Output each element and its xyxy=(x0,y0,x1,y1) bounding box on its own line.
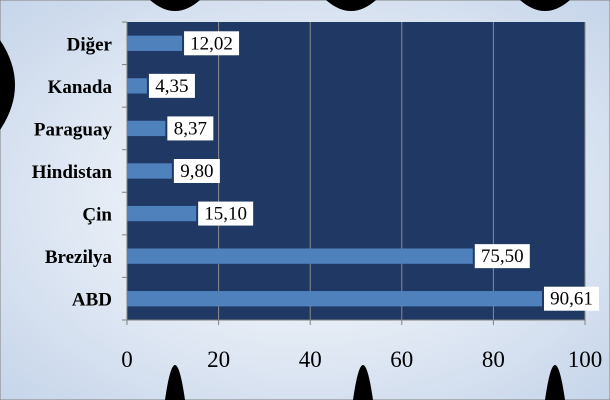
data-label: 9,80 xyxy=(180,161,213,182)
bar xyxy=(127,163,172,179)
bar xyxy=(127,78,147,94)
bar-series: 12,02 Diğer 4,35 Kanada 8,37 Paraguay 9,80 Hind… xyxy=(32,31,599,311)
x-tick-label: 100 xyxy=(568,347,603,372)
decor-shape xyxy=(326,0,376,11)
x-tick-label: 0 xyxy=(121,347,133,372)
data-label: 75,50 xyxy=(481,246,524,267)
decor-shape xyxy=(0,40,15,130)
category-label: Çin xyxy=(82,205,112,226)
decor-shape xyxy=(545,365,565,400)
category-label: Hindistan xyxy=(32,162,113,183)
category-label: Kanada xyxy=(48,77,113,98)
data-label-box xyxy=(173,159,220,183)
data-label-box xyxy=(148,73,195,98)
data-label-box xyxy=(198,201,254,226)
bar xyxy=(127,205,197,222)
data-label: 4,35 xyxy=(155,76,188,97)
category-label: ABD xyxy=(72,290,112,311)
data-label: 12,02 xyxy=(190,33,233,54)
data-label-box xyxy=(474,244,530,269)
x-tick-label: 60 xyxy=(390,347,413,372)
data-label-box xyxy=(167,116,214,141)
decor-shape xyxy=(520,0,570,11)
data-label-box xyxy=(184,31,240,56)
bar xyxy=(127,248,473,264)
decor-shape xyxy=(165,365,185,400)
data-label: 15,10 xyxy=(204,204,247,225)
x-tick-label: 80 xyxy=(482,347,505,372)
decor-shape xyxy=(353,365,373,400)
category-label: Diğer xyxy=(67,34,113,55)
data-label: 8,37 xyxy=(174,118,207,139)
data-label-box xyxy=(543,286,599,311)
bar xyxy=(127,291,542,307)
axes: 0 20 40 60 80 100 xyxy=(121,21,603,372)
bar xyxy=(127,35,183,51)
x-tick-label: 40 xyxy=(299,347,322,372)
x-tick-label: 20 xyxy=(207,347,230,372)
background-decoration xyxy=(0,0,570,400)
category-label: Paraguay xyxy=(34,119,113,140)
category-label: Brezilya xyxy=(45,247,113,268)
data-label: 90,61 xyxy=(550,289,593,310)
decor-shape xyxy=(150,0,200,11)
bar xyxy=(127,120,166,137)
